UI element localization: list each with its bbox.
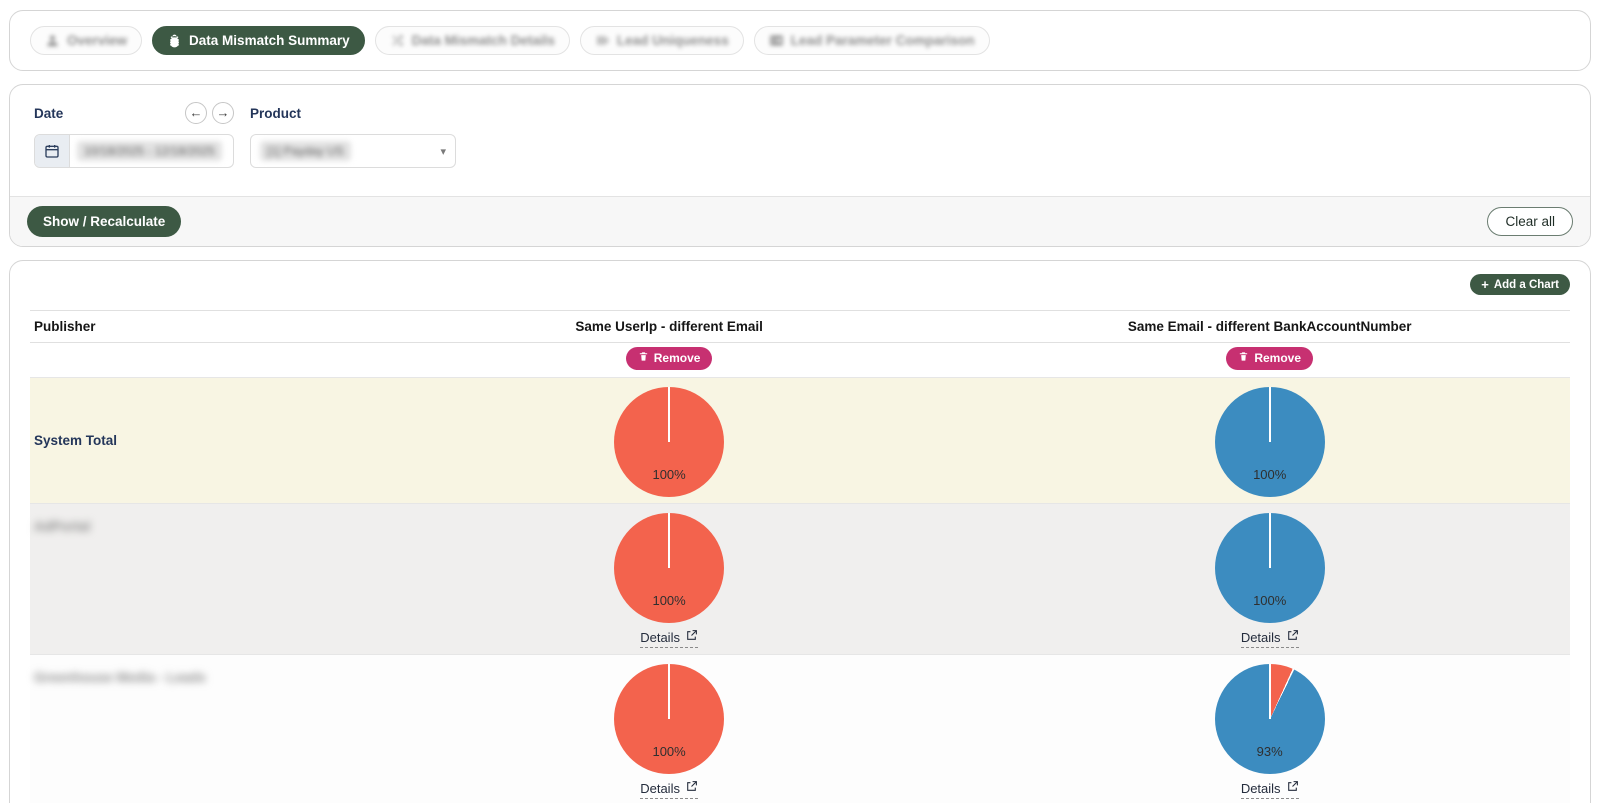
tab-bar-card: Overview Data Mismatch Summary Data Mismat…: [9, 10, 1591, 71]
tab-lead-uniqueness[interactable]: Lead Uniqueness: [579, 26, 744, 55]
date-filter: Date ← → 10/18/2025: [34, 101, 234, 168]
pie-slice-divider: [668, 513, 671, 568]
details-label: Details: [640, 629, 680, 645]
pie-percentage-label: 100%: [1253, 593, 1287, 608]
pie-percentage-label: 100%: [652, 467, 686, 482]
calendar-icon: [35, 135, 70, 167]
external-link-icon: [685, 780, 698, 796]
remove-chart-button[interactable]: Remove: [625, 347, 713, 370]
bug-icon: [167, 33, 182, 48]
show-recalculate-button[interactable]: Show / Recalculate: [27, 206, 182, 237]
date-nav-arrows: ← →: [185, 102, 234, 124]
date-next-button[interactable]: →: [212, 102, 234, 124]
trash-icon: [638, 351, 649, 365]
plus-icon: +: [1481, 277, 1489, 292]
table-row: AdPortal 100% Details 100% Details: [30, 503, 1570, 655]
pie-slice-divider: [668, 387, 671, 442]
product-select[interactable]: [1] Payday US ▾: [250, 134, 456, 168]
pie-chart: 100%: [614, 387, 725, 497]
date-range-input[interactable]: 10/18/2025 - 12/18/2025: [34, 134, 234, 168]
charts-card: + Add a Chart Publisher Same UserIp - di…: [9, 260, 1591, 803]
external-link-icon: [685, 629, 698, 645]
pie-chart: 100%: [1214, 387, 1325, 497]
date-prev-button[interactable]: ←: [185, 102, 207, 124]
filters-body: Date ← → 10/18/2025: [10, 85, 1590, 196]
product-select-value: [1] Payday US: [260, 141, 351, 161]
pie-chart: 93%: [1214, 664, 1325, 774]
user-icon: [45, 33, 60, 48]
pie-slice-divider: [1268, 664, 1271, 719]
chevron-down-icon: ▾: [440, 145, 446, 158]
filters-card: Date ← → 10/18/2025: [9, 84, 1591, 247]
product-label: Product: [250, 105, 302, 121]
pie-chart: 100%: [614, 513, 725, 623]
shuffle-icon: [390, 33, 405, 48]
pie-chart: 100%: [1214, 513, 1325, 623]
pie-percentage-label: 100%: [652, 593, 686, 608]
tab-lead-parameter-comparison[interactable]: Lead Parameter Comparison: [753, 26, 990, 55]
table-row: System Total 100% 100%: [30, 377, 1570, 504]
date-range-value: 10/18/2025 - 12/18/2025: [77, 141, 222, 161]
tab-overview[interactable]: Overview: [30, 26, 143, 55]
add-chart-button[interactable]: + Add a Chart: [1470, 274, 1570, 295]
pie-percentage-label: 93%: [1256, 744, 1283, 759]
charts-table: Publisher Same UserIp - different Email …: [30, 310, 1570, 803]
pie-percentage-label: 100%: [1253, 467, 1287, 482]
pie-slice-divider: [1268, 513, 1271, 568]
filters-footer: Show / Recalculate Clear all: [10, 196, 1590, 246]
date-label: Date: [34, 105, 64, 121]
pie-chart: 100%: [614, 664, 725, 774]
publisher-name: Greenhouse Media - Leads: [34, 670, 206, 685]
details-link[interactable]: Details: [640, 629, 698, 648]
details-link[interactable]: Details: [1240, 629, 1299, 648]
publisher-name: System Total: [34, 433, 118, 448]
details-label: Details: [1240, 780, 1281, 796]
column-header-publisher: Publisher: [30, 310, 369, 343]
publisher-name: AdPortal: [34, 519, 91, 534]
pie-slice-divider: [1268, 387, 1271, 442]
details-link[interactable]: Details: [1240, 780, 1299, 799]
table-row: Greenhouse Media - Leads 100% Details 93% De…: [30, 654, 1570, 803]
pie-slice-divider: [668, 664, 671, 719]
external-link-icon: [1286, 780, 1299, 796]
details-label: Details: [1240, 629, 1281, 645]
trash-icon: [1238, 351, 1249, 365]
bars-icon: [595, 33, 610, 48]
remove-chart-button[interactable]: Remove: [1226, 347, 1314, 370]
pie-percentage-label: 100%: [652, 744, 686, 759]
tab-data-mismatch-details[interactable]: Data Mismatch Details: [374, 26, 570, 55]
details-link[interactable]: Details: [640, 780, 698, 799]
details-label: Details: [640, 780, 680, 796]
tab-bar: Overview Data Mismatch Summary Data Mismat…: [30, 26, 1570, 55]
tab-data-mismatch-summary[interactable]: Data Mismatch Summary: [152, 26, 365, 55]
card-icon: [769, 33, 784, 48]
column-header-same-email-different-bankaccountnumber: Same Email - different BankAccountNumber: [969, 310, 1570, 343]
table-header-row: Publisher Same UserIp - different Email …: [30, 310, 1570, 343]
column-header-same-userip-different-email: Same UserIp - different Email: [368, 310, 970, 343]
remove-row: Remove Remove: [30, 342, 1570, 378]
product-filter: Product [1] Payday US ▾: [250, 101, 456, 168]
external-link-icon: [1286, 629, 1299, 645]
clear-all-button[interactable]: Clear all: [1487, 207, 1573, 236]
